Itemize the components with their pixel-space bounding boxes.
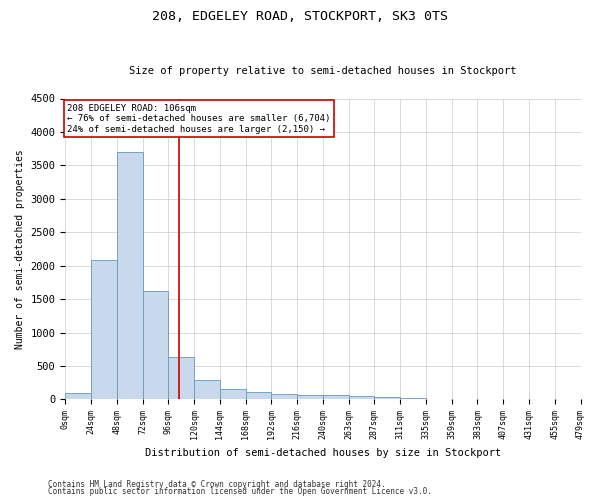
Bar — [323, 396, 349, 400]
Bar — [400, 398, 426, 400]
Text: Contains public sector information licensed under the Open Government Licence v3: Contains public sector information licen… — [48, 487, 432, 496]
Bar — [245, 392, 271, 400]
Bar — [143, 291, 169, 400]
Text: 208, EDGELEY ROAD, STOCKPORT, SK3 0TS: 208, EDGELEY ROAD, STOCKPORT, SK3 0TS — [152, 10, 448, 23]
Text: Contains HM Land Registry data © Crown copyright and database right 2024.: Contains HM Land Registry data © Crown c… — [48, 480, 386, 489]
Bar — [117, 152, 143, 400]
Bar — [169, 356, 194, 400]
Y-axis label: Number of semi-detached properties: Number of semi-detached properties — [15, 149, 25, 349]
Bar — [220, 389, 245, 400]
X-axis label: Distribution of semi-detached houses by size in Stockport: Distribution of semi-detached houses by … — [145, 448, 501, 458]
Bar — [426, 399, 452, 400]
Bar — [349, 396, 374, 400]
Bar — [194, 380, 220, 400]
Bar — [91, 260, 117, 400]
Text: 208 EDGELEY ROAD: 106sqm
← 76% of semi-detached houses are smaller (6,704)
24% o: 208 EDGELEY ROAD: 106sqm ← 76% of semi-d… — [67, 104, 331, 134]
Bar — [374, 397, 400, 400]
Bar — [271, 394, 297, 400]
Title: Size of property relative to semi-detached houses in Stockport: Size of property relative to semi-detach… — [129, 66, 517, 76]
Bar — [297, 395, 323, 400]
Bar — [65, 393, 91, 400]
